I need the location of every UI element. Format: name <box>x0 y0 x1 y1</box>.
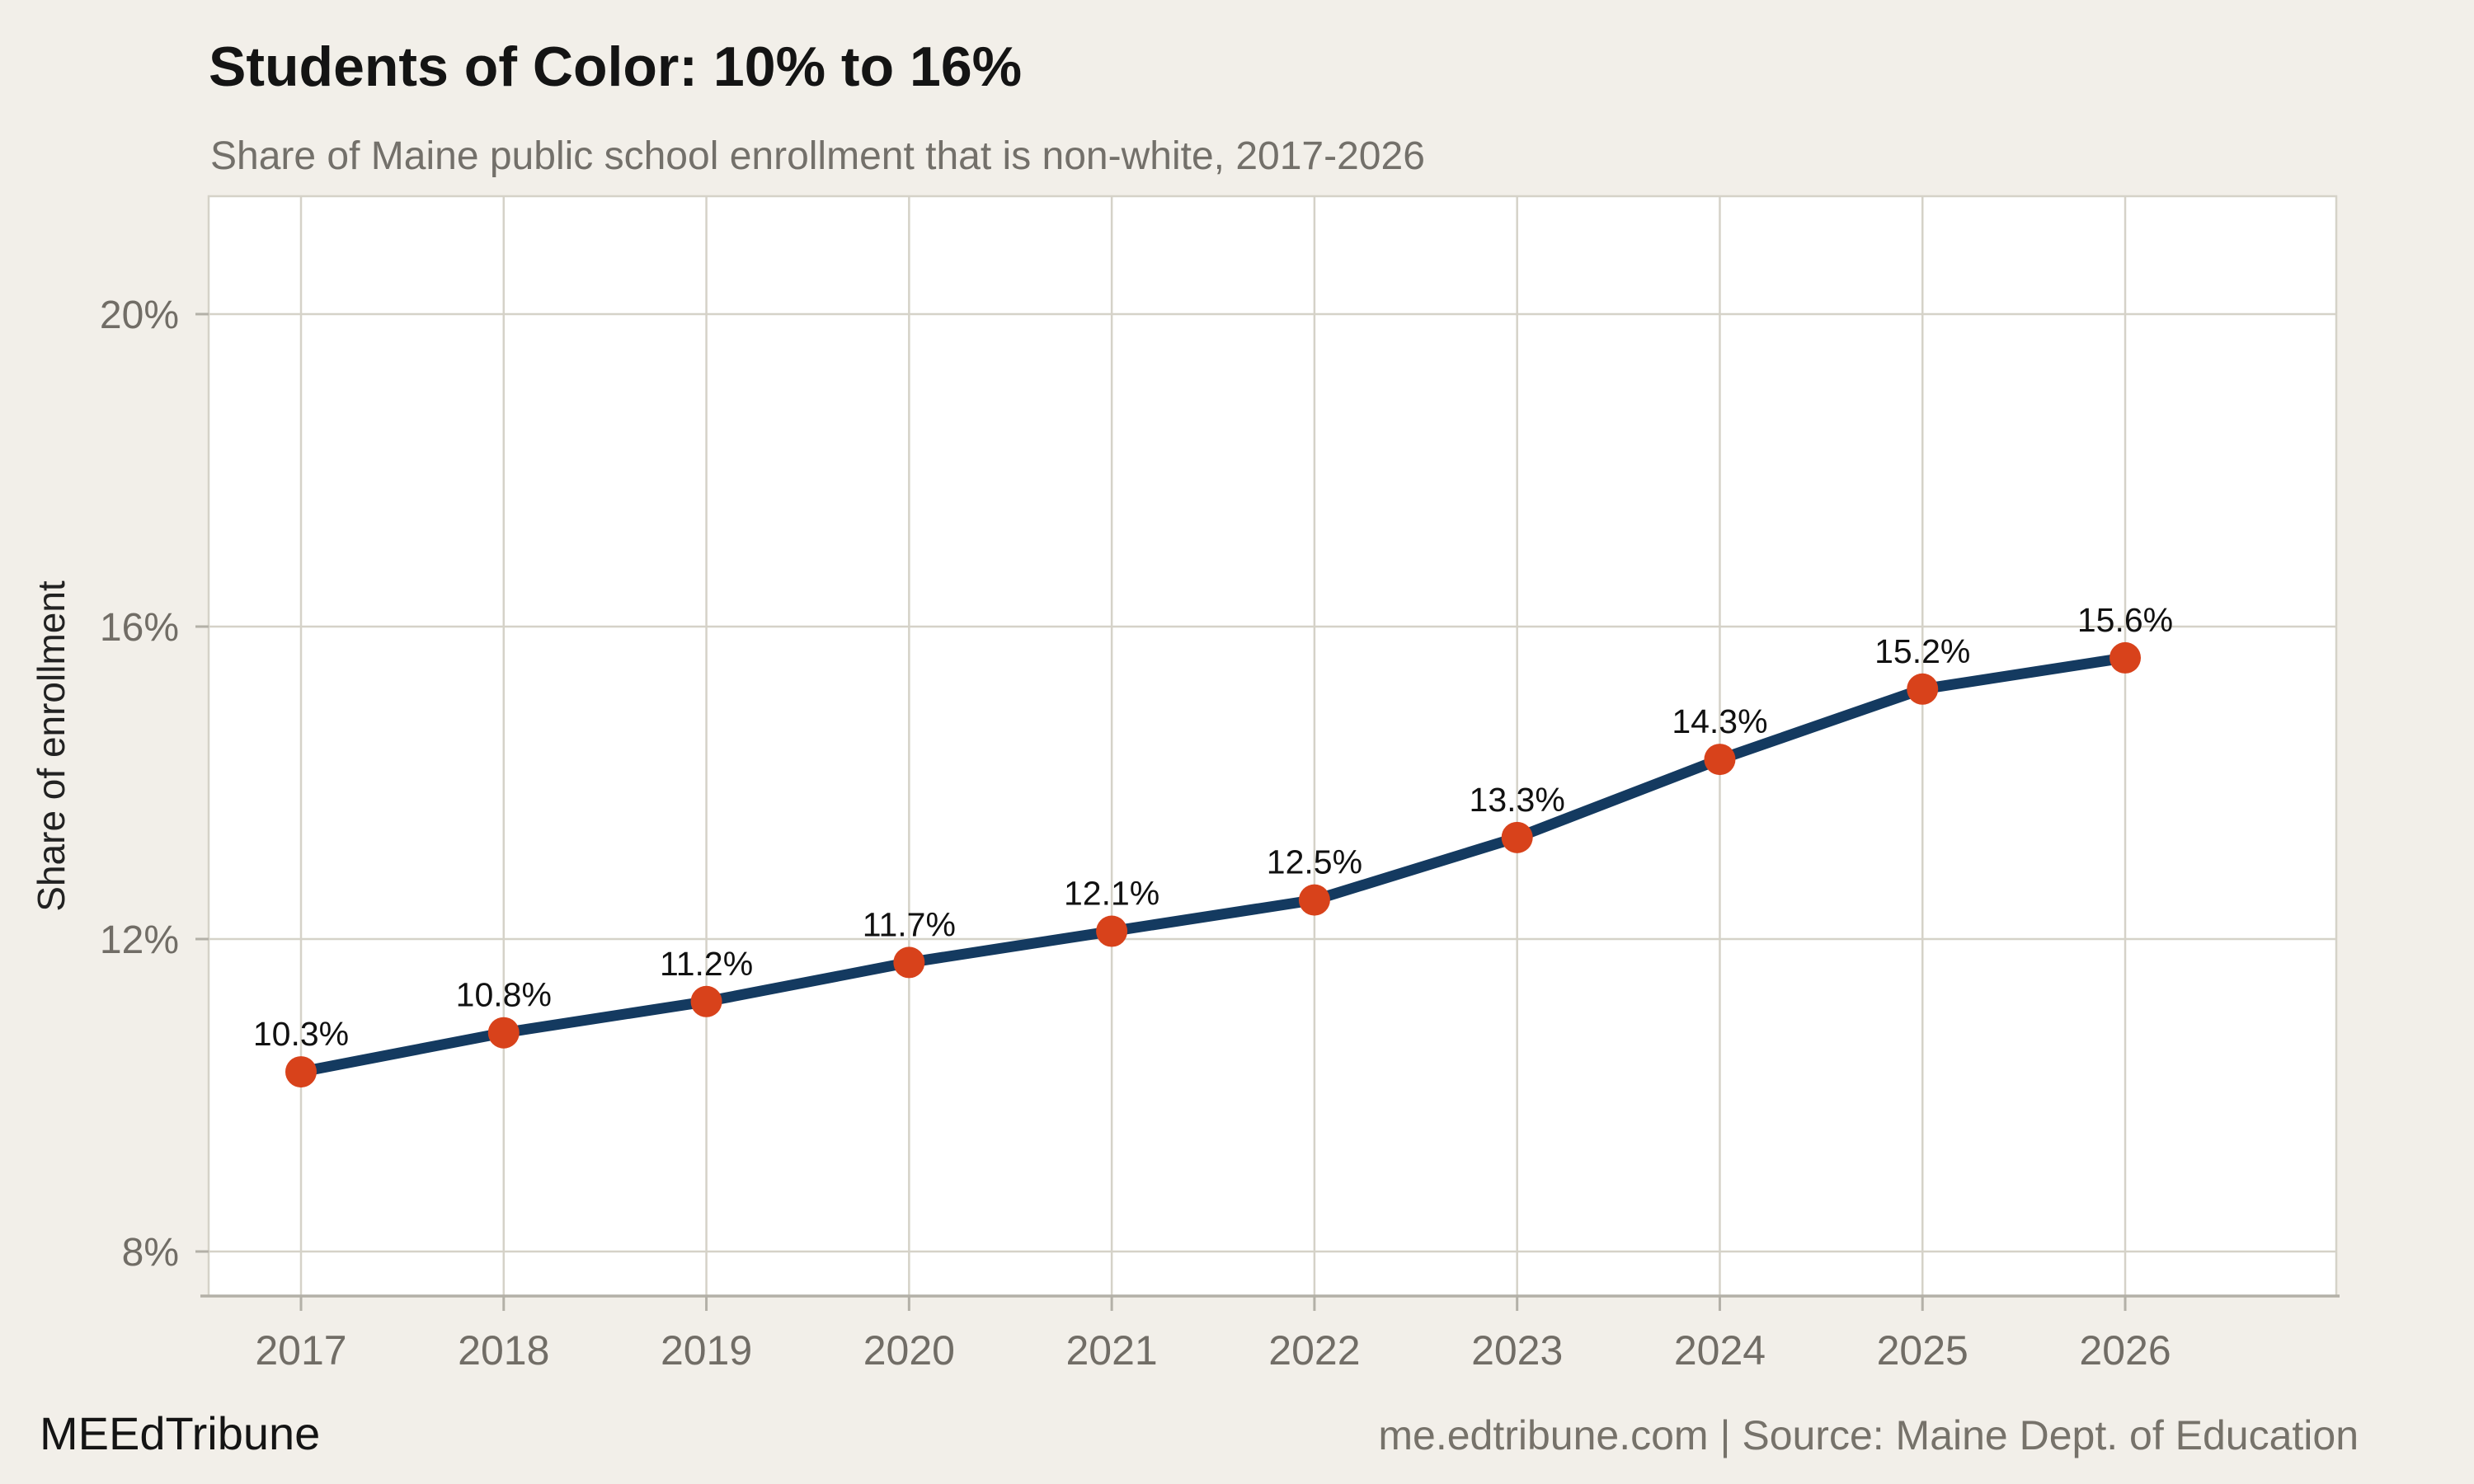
data-point-label: 13.3% <box>1470 781 1565 819</box>
y-tick-label: 12% <box>100 918 179 962</box>
x-tick-label: 2024 <box>1674 1327 1766 1374</box>
data-point-label: 12.1% <box>1064 875 1159 913</box>
data-point-label: 10.8% <box>456 976 552 1014</box>
data-point-label: 11.7% <box>863 905 956 943</box>
data-point-label: 11.2% <box>660 945 753 983</box>
data-point <box>285 1056 317 1088</box>
plot-panel <box>209 196 2336 1296</box>
data-point <box>2109 641 2142 674</box>
y-tick-label: 16% <box>100 606 179 650</box>
data-line <box>295 652 2131 1078</box>
data-point-label: 15.6% <box>2077 601 2173 639</box>
data-point <box>1298 884 1330 916</box>
y-tick-label: 8% <box>122 1231 179 1275</box>
data-point-label: 12.5% <box>1267 843 1362 881</box>
x-tick-label: 2021 <box>1066 1327 1158 1374</box>
data-point <box>690 985 722 1017</box>
chart-title: Students of Color: 10% to 16% <box>209 35 1023 98</box>
chart-subtitle: Share of Maine public school enrollment … <box>210 134 1425 178</box>
data-point <box>1907 673 1939 705</box>
data-point-label: 14.3% <box>1672 702 1767 740</box>
data-point <box>893 946 925 979</box>
x-tick-label: 2017 <box>255 1327 346 1374</box>
y-tick-label: 20% <box>100 294 179 337</box>
x-tick-label: 2026 <box>2079 1327 2171 1374</box>
x-tick-label: 2023 <box>1471 1327 1563 1374</box>
footer-brand: MEEdTribune <box>40 1407 321 1459</box>
x-tick-label: 2025 <box>1877 1327 1968 1374</box>
data-point <box>1704 744 1736 776</box>
x-tick-label: 2020 <box>863 1327 955 1374</box>
data-point-label: 10.3% <box>253 1015 349 1053</box>
x-tick-label: 2022 <box>1268 1327 1360 1374</box>
footer-source: me.edtribune.com | Source: Maine Dept. o… <box>1378 1412 2359 1458</box>
x-tick-label: 2019 <box>661 1327 752 1374</box>
data-point <box>1501 821 1533 853</box>
data-point <box>487 1017 520 1049</box>
x-tick-label: 2018 <box>458 1327 549 1374</box>
data-point <box>1096 915 1128 947</box>
data-point-label: 15.2% <box>1874 632 1970 670</box>
